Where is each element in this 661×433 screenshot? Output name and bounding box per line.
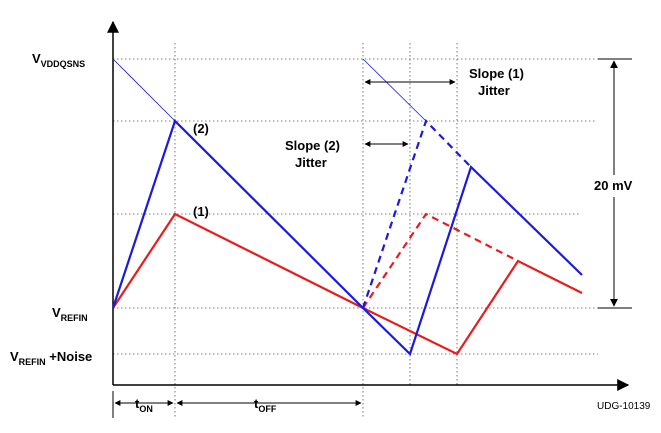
label-vddqsns: VVDDQSNS [32, 51, 85, 69]
ton-label: tON [135, 396, 153, 414]
waveform-2-dashed [361, 118, 472, 309]
slope-line-left [112, 58, 176, 122]
slope1-jitter-label-line1: Slope (1) [469, 66, 524, 81]
slope-line-right [362, 58, 427, 122]
marker-1-label: (1) [193, 204, 209, 219]
waveform-2-solid [111, 118, 583, 357]
slope-reference-lines [112, 58, 427, 122]
amplitude-label: 20 mV [594, 178, 633, 193]
slope1-jitter-label-line2: Jitter [478, 83, 510, 98]
slope2-jitter-label-line2: Jitter [295, 155, 327, 170]
vertical-guides [174, 43, 458, 418]
slope2-jitter-label-line1: Slope (2) [285, 138, 340, 153]
marker-2-label: (2) [193, 121, 209, 136]
label-refin-noise: VREFIN +Noise [10, 349, 92, 367]
axes [107, 20, 630, 391]
figure-id: UDG-10139 [597, 401, 651, 412]
waveform-1-solid [112, 212, 583, 356]
waveform-1 [112, 212, 583, 356]
waveform-1-dashed [362, 212, 519, 309]
amplitude-dimension [598, 58, 632, 309]
jitter-arrows [364, 79, 456, 147]
waveform-2 [111, 118, 583, 357]
time-spans [112, 391, 362, 418]
label-refin: VREFIN [52, 305, 88, 323]
toff-label: tOFF [254, 396, 277, 414]
horizontal-guides [113, 58, 632, 355]
